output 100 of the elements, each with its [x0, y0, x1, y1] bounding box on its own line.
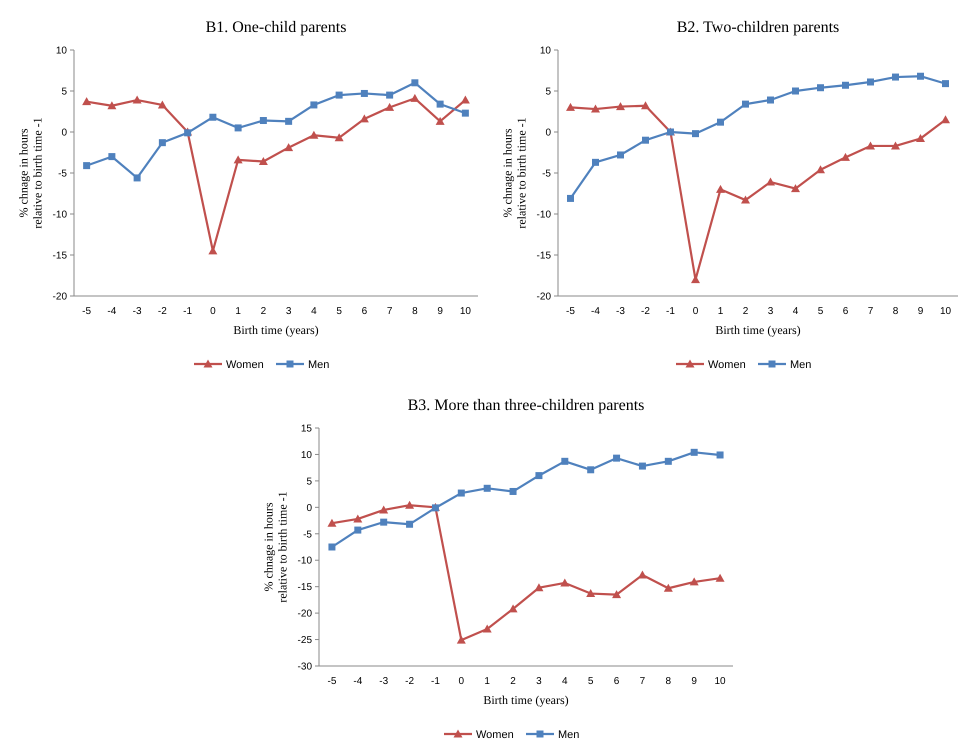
point	[767, 96, 774, 104]
point	[664, 584, 673, 592]
x-tick-label: 10	[460, 306, 472, 317]
point	[336, 92, 343, 99]
x-tick-label: 9	[691, 676, 698, 687]
point	[592, 158, 599, 166]
y-axis-title: % chnage in hours relative to birth time -1	[16, 117, 44, 229]
point	[616, 102, 625, 110]
chart-title: B1. One-child parents	[206, 19, 346, 36]
point	[591, 104, 600, 113]
point	[792, 88, 799, 94]
x-axis-title: Birth time (years)	[233, 323, 319, 337]
point	[83, 162, 90, 170]
legend-label: Women	[708, 358, 746, 371]
point	[405, 500, 414, 509]
x-tick-label: 2	[260, 306, 267, 317]
point	[617, 151, 624, 158]
x-axis-title: Birth time (years)	[483, 693, 569, 707]
y-tick-label: -15	[298, 582, 312, 594]
point	[354, 526, 362, 534]
point	[941, 115, 950, 124]
point	[587, 466, 594, 474]
x-tick-label: -1	[183, 306, 192, 317]
x-tick-label: 7	[640, 676, 646, 687]
point	[385, 102, 394, 111]
legend-label: Women	[476, 728, 514, 741]
point	[379, 505, 388, 514]
point	[380, 518, 388, 526]
x-tick-label: -2	[158, 306, 168, 317]
point	[816, 165, 825, 174]
x-tick-label: 4	[562, 676, 568, 687]
point	[508, 604, 518, 612]
x-tick-label: -5	[82, 306, 92, 317]
y-tick-label: -30	[298, 662, 312, 672]
x-tick-label: -4	[353, 676, 363, 687]
point	[327, 518, 336, 527]
point	[613, 454, 620, 462]
point	[638, 462, 646, 470]
y-tick-label: 10	[56, 46, 68, 56]
y-tick-label: -15	[536, 250, 552, 262]
point	[260, 117, 267, 124]
x-tick-label: 8	[412, 306, 418, 317]
y-tick-label: 0	[545, 128, 552, 138]
y-tick-label: -25	[298, 635, 312, 646]
y-tick-label: 0	[61, 128, 68, 138]
x-tick-label: 6	[842, 306, 849, 317]
chart-title: B2. Two-children parents	[676, 19, 840, 36]
legend-label: Women	[226, 358, 264, 371]
x-tick-label: 10	[940, 306, 952, 317]
y-tick-label: -10	[52, 210, 68, 220]
point	[566, 102, 575, 111]
y-tick-label: 5	[61, 86, 68, 98]
point	[535, 472, 542, 480]
x-tick-label: 0	[458, 676, 465, 687]
y-tick-label: -20	[536, 292, 552, 302]
point	[353, 514, 362, 522]
y-tick-label: -10	[298, 556, 312, 567]
point	[406, 520, 414, 528]
y-tick-label: -20	[298, 608, 312, 620]
legend-label: Men	[558, 728, 580, 741]
point	[209, 114, 216, 121]
point	[741, 196, 750, 204]
x-tick-label: 6	[362, 306, 368, 317]
point	[791, 184, 800, 192]
x-tick-label: -2	[641, 306, 650, 317]
point	[285, 118, 292, 125]
point	[234, 124, 242, 132]
x-tick-label: 3	[768, 306, 774, 317]
x-tick-label: 5	[336, 306, 342, 317]
point	[108, 153, 116, 160]
x-tick-label: 8	[892, 306, 899, 317]
y-tick-label: 5	[545, 86, 552, 98]
x-tick-label: 1	[235, 306, 242, 317]
point	[134, 174, 141, 182]
point	[612, 590, 622, 598]
x-tick-label: 8	[666, 676, 672, 687]
point	[567, 194, 574, 202]
point	[742, 100, 749, 108]
y-tick-label: -10	[536, 210, 552, 220]
x-tick-label: -2	[405, 676, 414, 687]
point	[132, 96, 142, 104]
x-tick-label: 6	[614, 676, 620, 687]
point	[716, 184, 725, 193]
x-tick-label: 3	[286, 306, 292, 317]
point	[560, 578, 570, 586]
point	[891, 141, 900, 150]
x-tick-label: -5	[566, 306, 576, 317]
x-tick-label: -4	[591, 306, 600, 317]
point	[690, 577, 699, 586]
point	[410, 94, 420, 102]
point	[460, 96, 470, 104]
point	[942, 80, 949, 88]
point	[284, 143, 294, 152]
y-axis-title: % chnage in hours relative to birth time -1	[262, 491, 290, 603]
x-tick-label: 9	[437, 306, 444, 317]
point	[484, 484, 491, 492]
chart-title: B3. More than three-children parents	[408, 397, 644, 414]
y-tick-label: -5	[58, 168, 68, 180]
x-tick-label: -3	[616, 306, 626, 317]
point	[436, 100, 444, 108]
